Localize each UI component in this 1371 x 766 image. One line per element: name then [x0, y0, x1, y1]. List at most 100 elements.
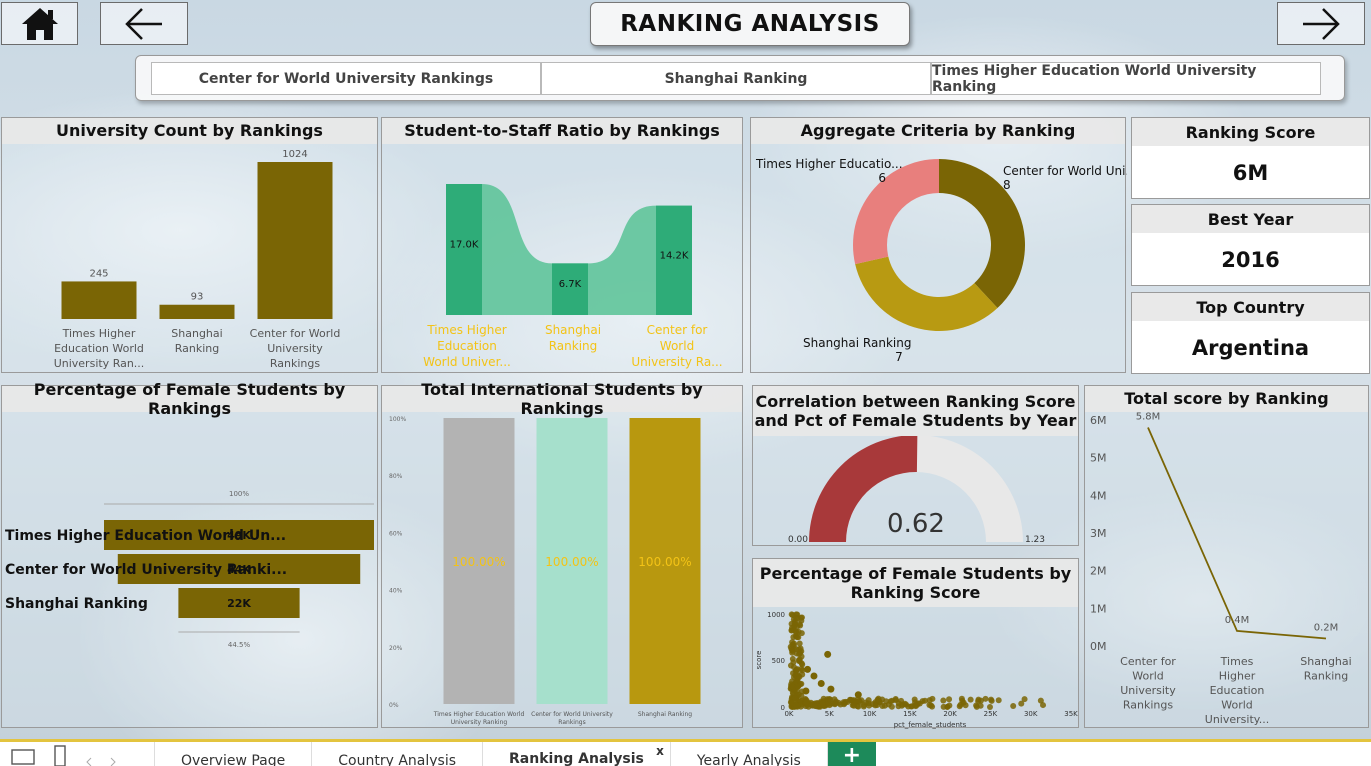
chevron-left-icon[interactable]	[84, 746, 94, 766]
arrow-right-icon	[1303, 7, 1340, 40]
scatter-point	[1010, 703, 1017, 710]
card-title: Student-to-Staff Ratio by Rankings	[382, 118, 742, 144]
scatter-point	[793, 670, 800, 677]
back-button[interactable]	[100, 2, 188, 45]
scatter-point	[940, 697, 947, 704]
scatter-point	[967, 696, 974, 703]
tick-label: World	[1132, 670, 1164, 683]
desktop-view-icon[interactable]	[10, 744, 36, 766]
intl-students-chart[interactable]: 100% 80% 60% 40% 20% 0% 100.00% 100.00% 100.00% T…	[382, 412, 744, 729]
bar	[446, 184, 482, 315]
scatter-point	[791, 687, 798, 694]
student-staff-chart[interactable]: 17.0K Times Higher Education World Univer..…	[382, 144, 744, 374]
tick-label: Rankings	[1123, 699, 1173, 712]
scatter-point	[797, 703, 804, 710]
scatter-point	[995, 697, 1002, 704]
y-tick: 1M	[1090, 602, 1107, 615]
y-tick: 500	[772, 657, 785, 665]
scatter-point	[804, 665, 812, 673]
mobile-view-icon[interactable]	[50, 742, 70, 766]
scatter-point	[973, 702, 980, 709]
university-count-chart[interactable]: 245 Times Higher Education World University…	[2, 144, 379, 374]
scatter-point	[929, 695, 936, 702]
tab-overview-page[interactable]: Overview Page	[155, 742, 313, 766]
scatter-point	[827, 685, 835, 693]
scatter-point	[988, 697, 995, 704]
scatter-point	[874, 696, 881, 703]
tick-label: Times	[1220, 655, 1254, 668]
scatter-point	[796, 621, 803, 628]
scatter-point	[797, 645, 804, 652]
scatter-point	[872, 702, 879, 709]
scatter-point	[803, 699, 810, 706]
scatter-point	[794, 615, 801, 622]
tab-yearly-analysis[interactable]: Yearly Analysis	[671, 742, 828, 766]
chevron-right-icon[interactable]	[108, 746, 118, 766]
home-button[interactable]	[1, 2, 78, 45]
data-label: 44K	[227, 563, 251, 576]
card-title-line2: and Pct of Female Students by Year	[754, 411, 1077, 430]
tick-label: World	[660, 339, 694, 353]
y-tick: 6M	[1090, 414, 1107, 427]
slicer-item-the[interactable]: Times Higher Education World University …	[931, 62, 1321, 95]
tab-ranking-analysis[interactable]: Ranking Analysis x	[483, 742, 671, 766]
donut-slice	[939, 159, 1025, 309]
female-pct-card: Percentage of Female Students by Ranking…	[1, 380, 379, 729]
tick-label: University Ran...	[54, 357, 145, 370]
total-score-line-chart[interactable]: 6M 5M 4M 3M 2M 1M 0M 5.8M 0.4M 0.2M Center for Worl…	[1085, 412, 1370, 729]
slice-label: Times Higher Educatio...	[755, 157, 903, 171]
data-label: 5.8M	[1136, 412, 1161, 423]
arrow-left-icon	[125, 7, 162, 40]
tick-label: Higher	[1219, 670, 1256, 683]
total-score-card: Total score by Ranking 6M 5M 4M 3M 2M 1M 0M 5.8…	[1084, 385, 1369, 728]
scatter-point	[865, 700, 872, 707]
scatter-point	[792, 702, 799, 709]
data-label: 100.00%	[545, 555, 598, 569]
scatter-chart[interactable]: 1000 500 00K 5K 10K 15K 20K 25K 30K 35K pct_female…	[753, 607, 1080, 729]
add-page-button[interactable]: +	[827, 742, 876, 766]
card-title: Total International Students by Rankings	[382, 380, 742, 418]
tick-label: World	[1221, 699, 1253, 712]
tick-label: University...	[1205, 713, 1269, 726]
slicer-item-shanghai[interactable]: Shanghai Ranking	[541, 62, 931, 95]
y-tick: 80%	[389, 473, 403, 480]
forward-button[interactable]	[1277, 2, 1365, 45]
scatter-point	[788, 611, 795, 618]
tab-label: Ranking Analysis	[509, 751, 644, 766]
scatter-point	[850, 702, 857, 709]
scatter-point	[831, 701, 838, 708]
tick-label: University	[267, 342, 323, 355]
kpi-label: Best Year	[1132, 205, 1369, 233]
scatter-point	[946, 696, 953, 703]
scatter-point	[799, 661, 806, 668]
home-icon	[21, 7, 58, 40]
kpi-best-year: Best Year 2016	[1131, 204, 1370, 286]
aggregate-donut-chart[interactable]: Center for World Uni...8 Shanghai Ranking…	[751, 144, 1127, 374]
bar	[629, 418, 701, 704]
scatter-point	[903, 701, 910, 708]
scatter-point	[812, 703, 819, 710]
tick-label: Shanghai	[1300, 655, 1351, 668]
gauge-fill	[809, 436, 918, 542]
data-label: 14.2K	[660, 250, 689, 261]
x-tick: 25K	[984, 710, 998, 718]
card-title: Total score by Ranking	[1085, 386, 1368, 412]
card-title: Percentage of Female Students by Ranking…	[2, 380, 377, 418]
scatter-point	[802, 687, 810, 695]
bar	[257, 162, 333, 319]
scatter-card: Percentage of Female Students by Ranking…	[752, 558, 1080, 729]
tick-label: Center for	[647, 323, 708, 337]
slicer-item-cwur[interactable]: Center for World University Rankings	[151, 62, 541, 95]
correlation-gauge[interactable]: 0.62 0.00 1.23	[753, 436, 1080, 547]
funnel-bar	[178, 588, 300, 618]
scatter-point	[789, 649, 796, 656]
tab-country-analysis[interactable]: Country Analysis	[312, 742, 484, 766]
tick-label: Times Higher Education World	[433, 711, 525, 718]
bar	[656, 205, 692, 315]
kpi-value: Argentina	[1191, 336, 1310, 360]
x-tick: 35K	[1064, 710, 1078, 718]
close-icon[interactable]: x	[656, 744, 664, 758]
scatter-point	[790, 659, 797, 666]
x-tick: 20K	[943, 710, 957, 718]
